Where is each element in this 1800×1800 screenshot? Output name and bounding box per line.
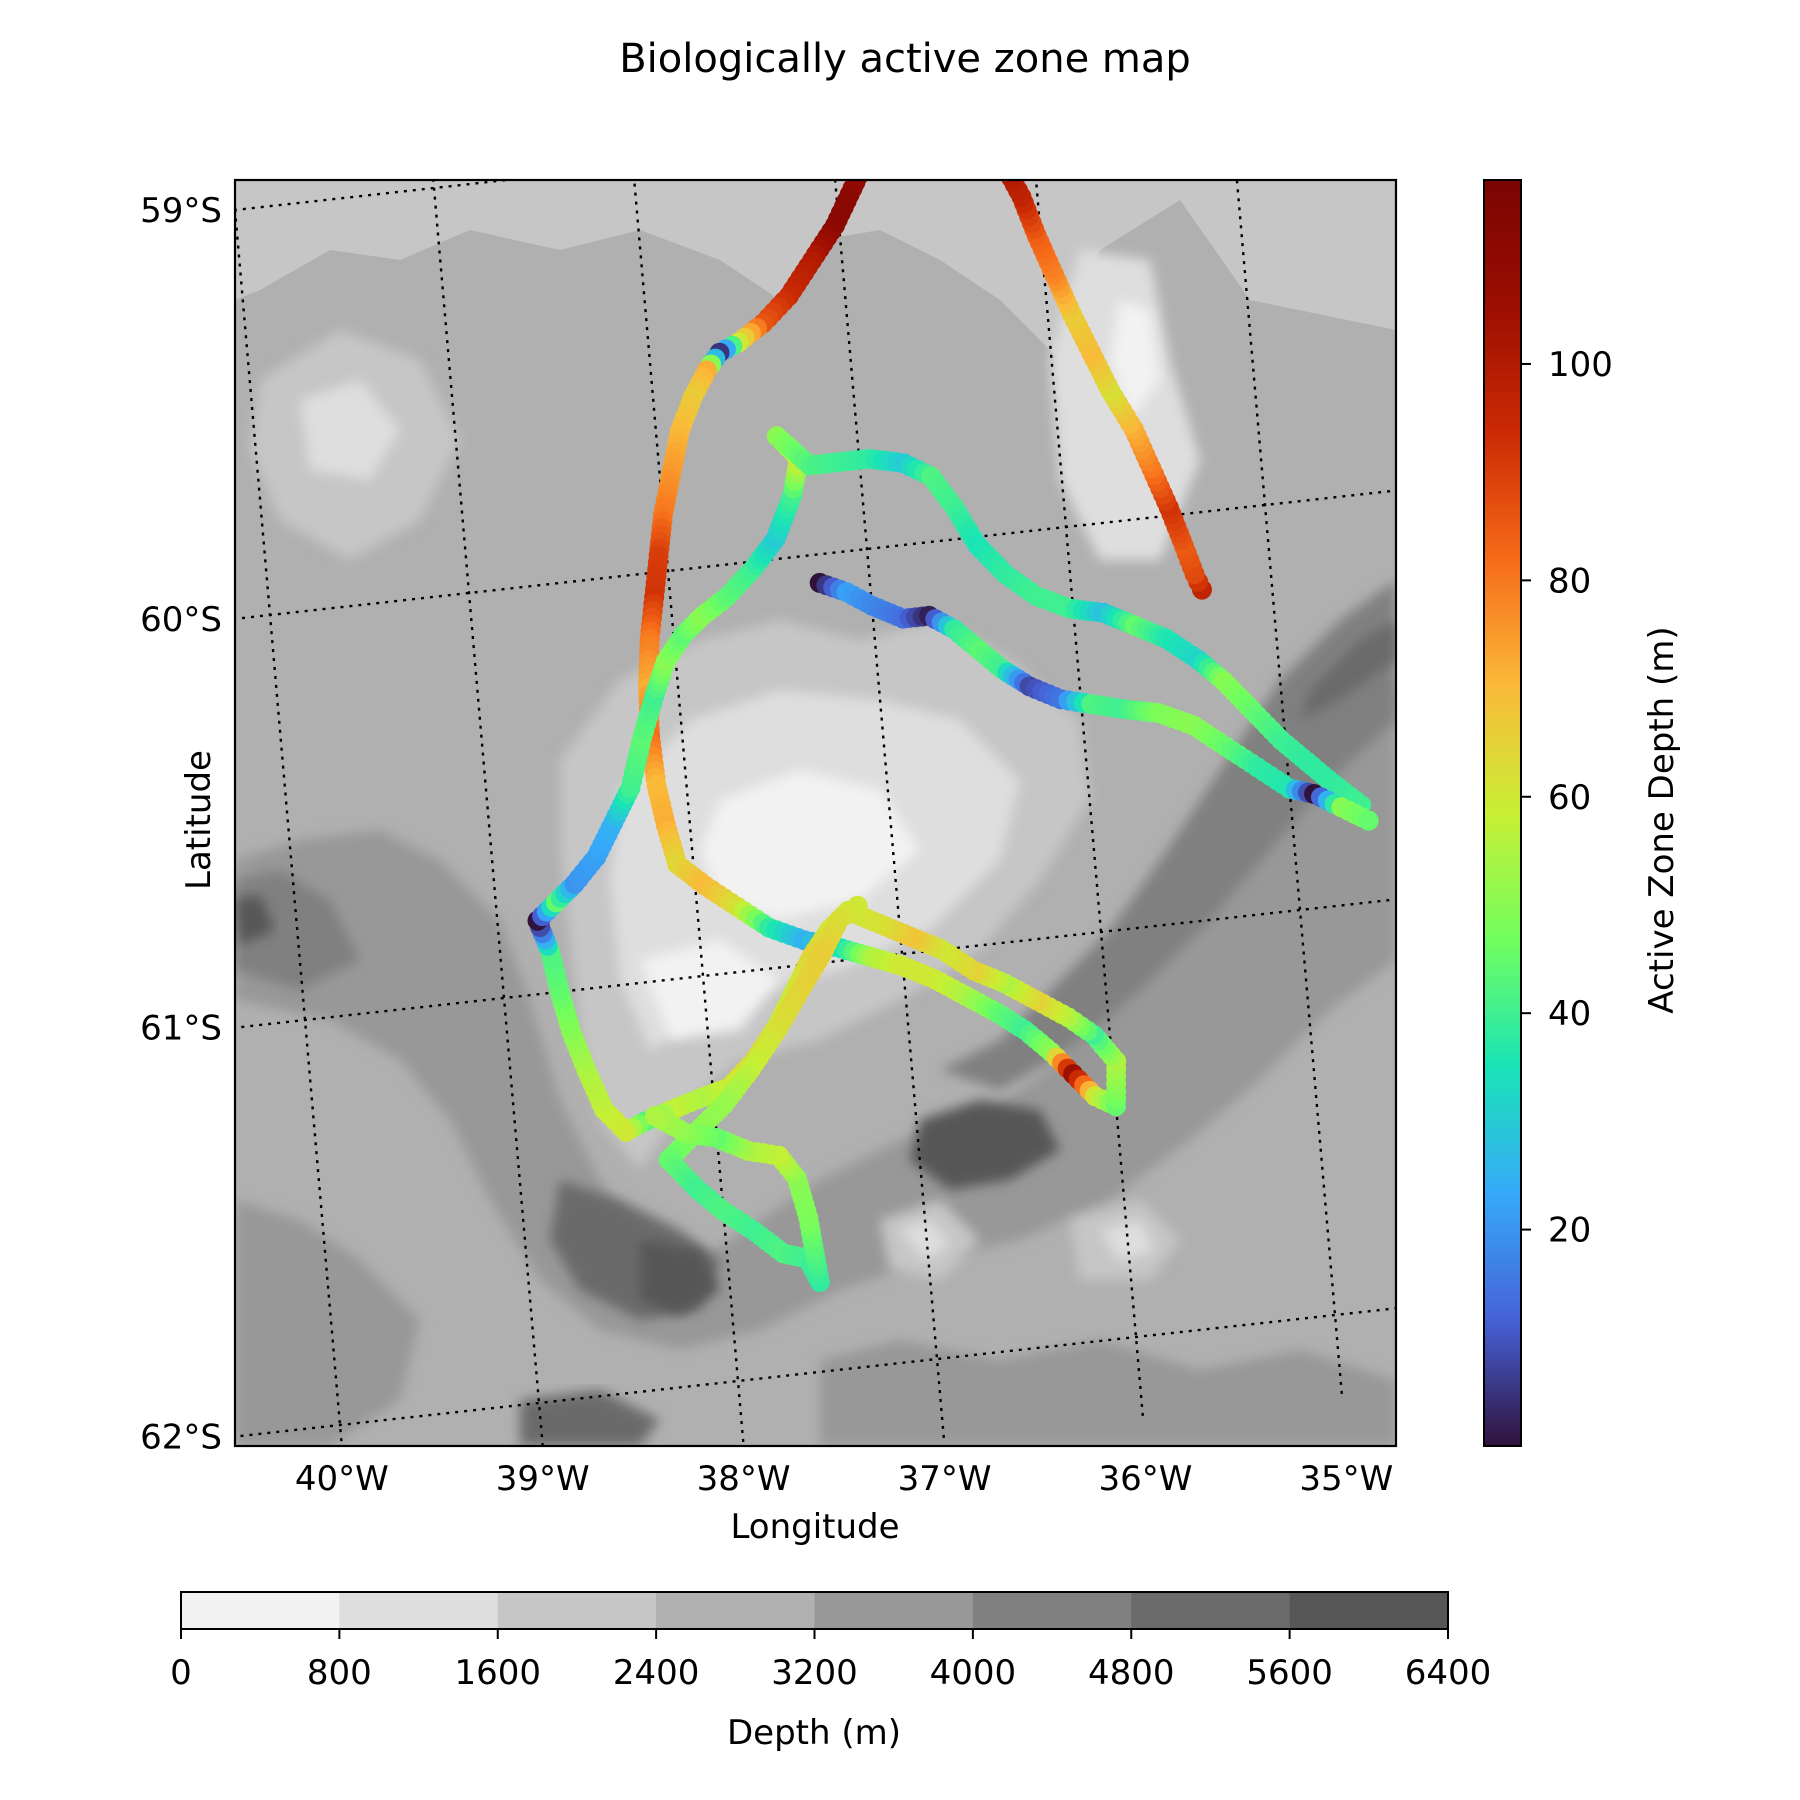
- track-point: [983, 130, 1003, 150]
- chart-title: Biologically active zone map: [619, 36, 1191, 82]
- track-point: [891, 98, 911, 118]
- depth-tick-label: 1600: [454, 1653, 541, 1693]
- track-point: [970, 103, 990, 123]
- active-zone-tick-label: 40: [1548, 994, 1591, 1034]
- track-point: [974, 110, 994, 130]
- track-point: [986, 136, 1006, 156]
- active-zone-colorbar: 20 40 60 80 100 Active Zone Depth (m): [1483, 179, 1682, 1447]
- track-point: [911, 82, 931, 102]
- depth-tick-label: 5600: [1246, 1653, 1333, 1693]
- y-axis-label: Latitude: [179, 750, 219, 890]
- depth-tick-label: 4800: [1088, 1653, 1175, 1693]
- active-zone-colorbar-label: Active Zone Depth (m): [1642, 626, 1682, 1013]
- latitude-tick-label: 61°S: [140, 1009, 222, 1049]
- depth-colorbar-label: Depth (m): [727, 1713, 901, 1753]
- latitude-gridline: [235, 489, 1396, 621]
- latitude-tick-labels: 59°S 60°S 61°S 62°S: [140, 191, 222, 1458]
- longitude-tick-label: 35°W: [1299, 1459, 1393, 1499]
- track-point: [882, 109, 902, 129]
- bathymetry-background: [235, 180, 1396, 1446]
- depth-colorbar-segment: [339, 1592, 499, 1629]
- depth-tick-label: 6400: [1405, 1653, 1492, 1693]
- latitude-gridline: [235, 180, 518, 212]
- active-zone-tick-label: 60: [1548, 778, 1591, 818]
- track-point: [644, 1106, 665, 1127]
- depth-tick-label: 800: [307, 1653, 372, 1693]
- depth-colorbar-segment: [656, 1592, 815, 1629]
- track-point: [1001, 180, 1022, 189]
- track-point: [878, 114, 898, 134]
- track-point: [992, 149, 1012, 169]
- track-point: [905, 86, 925, 106]
- depth-colorbar-segment: [497, 1592, 657, 1629]
- latitude-tick-label: 60°S: [140, 600, 222, 640]
- map-panel: [233, 82, 1398, 1448]
- track-points: [527, 82, 1379, 1292]
- track-point: [966, 97, 986, 117]
- depth-tick-label: 4000: [930, 1653, 1017, 1693]
- latitude-tick-label: 62°S: [140, 1418, 222, 1458]
- longitude-tick-label: 37°W: [898, 1459, 992, 1499]
- track-point: [874, 119, 894, 139]
- depth-tick-label: 3200: [771, 1653, 858, 1693]
- depth-colorbar-segment: [814, 1592, 974, 1629]
- track-point: [900, 89, 920, 109]
- track-point: [863, 135, 883, 155]
- track-point: [977, 117, 997, 137]
- depth-colorbar-ticks: 0 800 1600 2400 3200 4000 4800 5600 6400: [170, 1629, 1491, 1693]
- active-zone-tick-label: 80: [1548, 561, 1591, 601]
- depth-colorbar-segment: [1289, 1592, 1449, 1629]
- depth-tick-label: 2400: [613, 1653, 700, 1693]
- track-point: [860, 142, 880, 162]
- depth-colorbar-segments: [181, 1592, 1449, 1629]
- track-point: [854, 154, 874, 174]
- longitude-tick-label: 36°W: [1098, 1459, 1192, 1499]
- track-point: [958, 84, 978, 104]
- track-point: [989, 143, 1009, 163]
- track-point: [857, 148, 877, 168]
- longitude-tick-label: 39°W: [496, 1459, 590, 1499]
- longitude-tick-label: 40°W: [295, 1459, 389, 1499]
- longitude-tick-labels: 40°W 39°W 38°W 37°W 36°W 35°W: [295, 1459, 1393, 1499]
- track-point: [995, 156, 1015, 176]
- track-point: [980, 123, 1000, 143]
- track-point: [851, 160, 871, 180]
- map-frame: [233, 178, 1398, 1448]
- track-point: [963, 90, 983, 110]
- depth-colorbar-segment: [181, 1592, 340, 1629]
- track-point: [887, 104, 907, 124]
- active-zone-colorbar-gradient: [1483, 179, 1522, 1447]
- latitude-gridline: [240, 1307, 1396, 1438]
- active-zone-tick-label: 100: [1548, 345, 1613, 385]
- x-axis-label: Longitude: [730, 1507, 899, 1547]
- latitude-tick-label: 59°S: [140, 191, 222, 231]
- track-point: [1358, 810, 1379, 831]
- depth-colorbar: 0 800 1600 2400 3200 4000 4800 5600 6400 Depth (…: [170, 1591, 1491, 1753]
- longitude-tick-label: 38°W: [697, 1459, 791, 1499]
- track-point: [895, 93, 915, 113]
- track-point: [870, 124, 890, 144]
- depth-colorbar-segment: [972, 1592, 1132, 1629]
- active-zone-colorbar-ticks: 20 40 60 80 100: [1521, 345, 1613, 1251]
- active-zone-tick-label: 20: [1548, 1211, 1591, 1251]
- track-point: [866, 129, 886, 149]
- depth-colorbar-segment: [1131, 1592, 1291, 1629]
- depth-tick-label: 0: [170, 1653, 192, 1693]
